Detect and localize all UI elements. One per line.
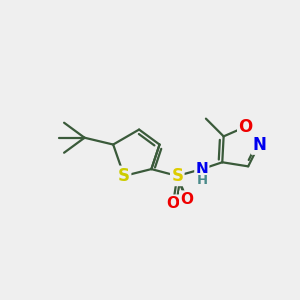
Text: H: H xyxy=(196,174,207,187)
Text: S: S xyxy=(118,167,130,185)
Text: O: O xyxy=(167,196,180,211)
Text: O: O xyxy=(180,192,193,207)
Text: S: S xyxy=(171,167,183,185)
Text: N: N xyxy=(252,136,266,154)
Text: N: N xyxy=(195,162,208,177)
Text: O: O xyxy=(238,118,253,136)
